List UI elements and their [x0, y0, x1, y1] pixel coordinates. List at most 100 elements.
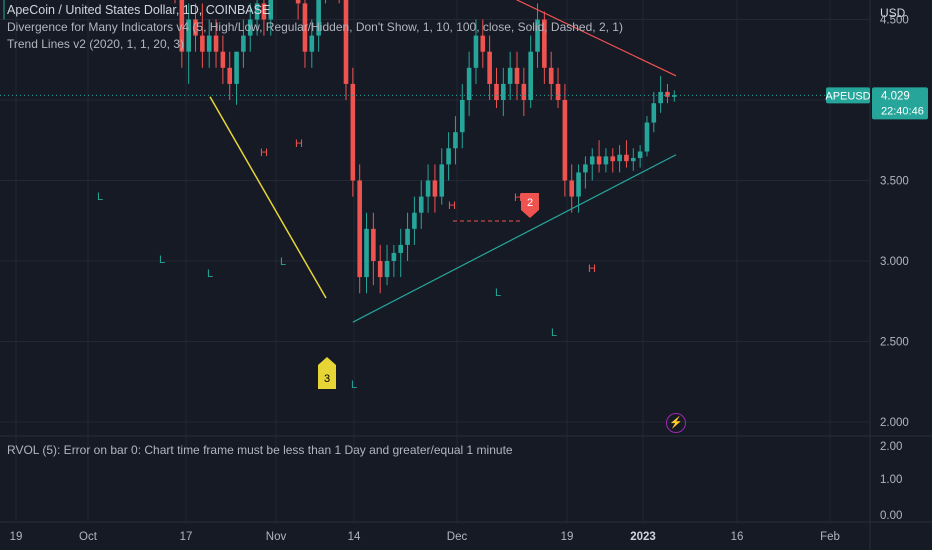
- candle-body: [596, 156, 602, 165]
- candle-body: [350, 83, 356, 181]
- lightning-icon[interactable]: ⚡: [666, 413, 686, 433]
- candle-body: [425, 180, 431, 197]
- volume-axis-label: 0.00: [880, 510, 902, 522]
- candle-body: [446, 148, 451, 165]
- candle-body: [672, 95, 677, 97]
- candle-body: [316, 0, 321, 36]
- pivot-label-h: H: [514, 192, 522, 204]
- candle-body: [548, 67, 554, 84]
- last-price-value: 4.029: [881, 90, 910, 102]
- price-badge: [872, 87, 928, 120]
- candle-body: [624, 154, 629, 162]
- divergence-indicator-label[interactable]: Divergence for Many Indicators v4 (5, Hi…: [7, 20, 623, 34]
- candle-body: [494, 83, 499, 100]
- candle-body: [200, 35, 205, 52]
- candle-body: [432, 180, 438, 197]
- candle-body: [439, 164, 445, 197]
- candle-body: [254, 3, 260, 20]
- candle-body: [213, 35, 219, 52]
- candle-body: [665, 91, 670, 97]
- candle-body: [398, 244, 404, 253]
- pivot-label-l: L: [97, 191, 103, 203]
- candle-body: [555, 83, 561, 100]
- price-axis-label: 4.500: [880, 15, 909, 27]
- time-axis-label: Oct: [79, 531, 98, 543]
- symbol-title[interactable]: ApeCoin / United States Dollar, 1D, COIN…: [7, 3, 271, 17]
- candle-body: [459, 100, 465, 133]
- candle-body: [357, 180, 362, 278]
- candle-body: [480, 35, 486, 52]
- candle-body: [377, 261, 383, 278]
- pivot-label-h: H: [448, 200, 456, 212]
- rvol-error-message: RVOL (5): Error on bar 0: Chart time fra…: [7, 443, 513, 457]
- candle-body: [268, 0, 274, 20]
- price-axis-label: 3.500: [880, 176, 909, 188]
- candle-body: [302, 3, 308, 52]
- bearish-signal-marker: [521, 193, 539, 218]
- candle-body: [193, 19, 198, 36]
- trend-lines-indicator-label[interactable]: Trend Lines v2 (2020, 1, 1, 20, 3): [7, 37, 184, 51]
- time-axis-label: 17: [180, 531, 193, 543]
- candle-body: [644, 122, 650, 152]
- candle-body: [562, 100, 568, 181]
- volume-axis-label: 1.00: [880, 474, 902, 486]
- bearish-signal-label: 2: [527, 197, 533, 209]
- candle-body: [247, 19, 253, 36]
- bullish-divergence-line: [209, 96, 327, 299]
- candle-body: [542, 19, 547, 68]
- pivot-label-h: H: [588, 263, 596, 275]
- price-axis-label: 2.500: [880, 337, 909, 349]
- candle-body: [309, 35, 315, 52]
- candle-body: [241, 35, 246, 52]
- candle-body: [589, 156, 595, 165]
- candle-body: [473, 35, 479, 68]
- candle-body: [405, 228, 410, 245]
- candle-body: [343, 0, 349, 84]
- pivot-label-l: L: [280, 256, 286, 268]
- candle-body: [418, 196, 424, 213]
- candle-body: [487, 51, 492, 84]
- candle-body: [179, 0, 185, 52]
- pivot-label-h: H: [295, 138, 303, 150]
- candle-body: [576, 172, 581, 197]
- candle-body: [220, 51, 226, 68]
- bar-countdown: 22:40:46: [881, 105, 924, 117]
- candle-body: [501, 83, 506, 100]
- bullish-signal-marker: [318, 357, 336, 389]
- time-axis-label: Feb: [820, 531, 840, 543]
- time-axis-label: 16: [731, 531, 744, 543]
- pivot-label-h: H: [260, 147, 268, 159]
- candle-body: [412, 212, 417, 229]
- candle-body: [610, 156, 616, 162]
- price-axis-label: 3.000: [880, 256, 909, 268]
- candle-body: [507, 67, 513, 84]
- price-axis-label: 2.000: [880, 417, 909, 429]
- pivot-label-l: L: [159, 254, 165, 266]
- candle-body: [261, 3, 267, 20]
- pivot-label-l: L: [495, 287, 501, 299]
- pivot-label-l: L: [551, 327, 557, 339]
- candle-body: [617, 154, 622, 162]
- candle-body: [514, 67, 520, 84]
- candle-body: [637, 151, 643, 158]
- candle-body: [227, 67, 233, 84]
- pivot-label-l: L: [351, 379, 357, 391]
- candle-body: [569, 180, 575, 197]
- candle-body: [186, 19, 191, 52]
- candle-body: [630, 157, 636, 162]
- time-axis-label: Dec: [447, 531, 468, 543]
- candle-body: [535, 19, 540, 52]
- lower-trend-line: [352, 154, 677, 323]
- candle-body: [295, 0, 301, 4]
- time-axis-label: 14: [348, 531, 361, 543]
- volume-axis-label: 2.00: [880, 441, 902, 453]
- candle-body: [528, 51, 533, 100]
- candle-body: [364, 228, 369, 278]
- candle-body: [234, 51, 239, 84]
- upper-trend-line: [515, 0, 677, 77]
- bullish-signal-label: 3: [324, 373, 330, 385]
- time-axis-label: 19: [10, 531, 23, 543]
- time-axis-label: Nov: [266, 531, 287, 543]
- time-axis-label: 2023: [630, 531, 656, 543]
